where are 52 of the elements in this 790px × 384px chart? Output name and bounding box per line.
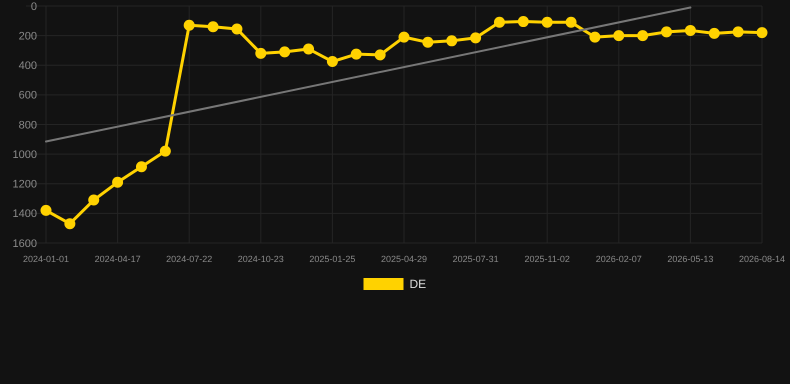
point bbox=[661, 26, 672, 38]
point bbox=[637, 30, 648, 42]
point bbox=[374, 49, 386, 60]
x-tick-label: 2024-04-17 bbox=[94, 254, 141, 264]
point bbox=[684, 24, 696, 36]
y-tick-label: 1000 bbox=[12, 148, 37, 161]
point bbox=[613, 30, 624, 42]
y-tick-label: 600 bbox=[18, 90, 37, 102]
y-tick-label: 1200 bbox=[12, 178, 37, 191]
point bbox=[756, 27, 768, 38]
y-tick-label: 0 bbox=[30, 0, 37, 13]
point bbox=[231, 23, 242, 34]
point bbox=[112, 176, 124, 188]
x-tick-label: 2024-01-01 bbox=[22, 254, 70, 264]
point bbox=[136, 161, 147, 172]
x-tick-label: 2025-11-02 bbox=[524, 254, 570, 264]
x-tick-label: 2025-04-29 bbox=[380, 254, 428, 264]
point bbox=[566, 16, 577, 28]
point bbox=[422, 36, 434, 48]
point bbox=[732, 26, 744, 38]
x-tick-label: 2025-01-25 bbox=[309, 254, 356, 264]
point bbox=[518, 16, 529, 28]
x-tick-label: 2024-07-22 bbox=[166, 254, 212, 264]
point bbox=[255, 48, 266, 59]
x-tick-label: 2026-05-13 bbox=[667, 254, 714, 264]
point bbox=[279, 46, 290, 58]
x-tick-label: 2026-02-07 bbox=[596, 254, 642, 264]
point bbox=[326, 56, 338, 68]
point bbox=[350, 48, 362, 60]
y-tick-label: 400 bbox=[18, 60, 37, 72]
point bbox=[88, 194, 100, 206]
point bbox=[589, 32, 600, 43]
point bbox=[542, 16, 553, 28]
legend-label: DE bbox=[410, 277, 426, 292]
point bbox=[64, 218, 76, 230]
y-tick-label: 200 bbox=[18, 30, 37, 42]
y-tick-label: 1600 bbox=[12, 238, 37, 250]
x-tick-label: 2025-07-31 bbox=[452, 254, 499, 264]
y-tick-label: 1400 bbox=[12, 208, 37, 220]
point bbox=[470, 32, 482, 44]
point bbox=[208, 21, 219, 32]
x-tick-label: 2026-08-14 bbox=[738, 254, 786, 264]
point bbox=[160, 146, 171, 157]
y-tick-label: 800 bbox=[18, 119, 37, 132]
point bbox=[494, 16, 505, 28]
point bbox=[398, 32, 410, 43]
point bbox=[40, 204, 52, 216]
point bbox=[303, 43, 314, 54]
point bbox=[184, 20, 195, 31]
point bbox=[708, 28, 720, 39]
point bbox=[446, 35, 458, 46]
x-tick-label: 2024-10-23 bbox=[238, 254, 284, 264]
